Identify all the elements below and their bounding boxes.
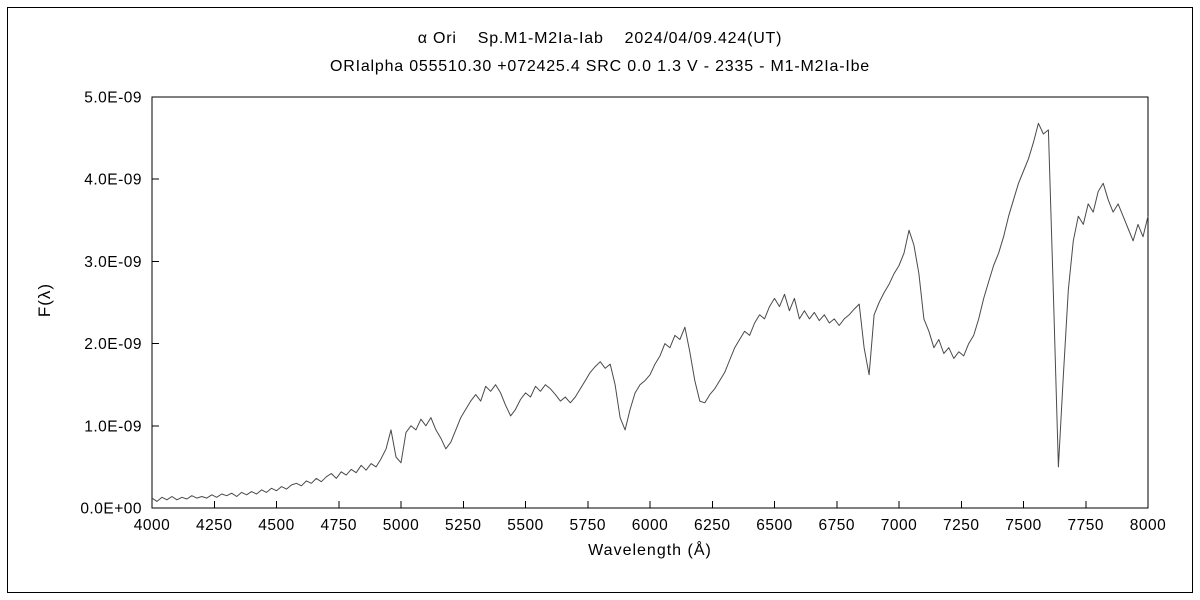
y-axis-title: F(λ)	[35, 282, 54, 318]
y-tick-label: 4.0E-09	[84, 172, 142, 189]
x-tick-label: 6500	[756, 517, 792, 534]
y-tick-label: 0.0E+00	[80, 501, 142, 518]
chart-title-line1: α Ori Sp.M1-M2Ia-Iab 2024/04/09.424(UT)	[417, 30, 783, 47]
chart-title-line2: ORIalpha 055510.30 +072425.4 SRC 0.0 1.3…	[329, 58, 871, 75]
y-tick-label: 3.0E-09	[84, 254, 142, 271]
x-tick-label: 6000	[632, 517, 668, 534]
x-tick-label: 4000	[134, 517, 170, 534]
x-tick-label: 4250	[196, 517, 232, 534]
x-tick-label: 8000	[1130, 517, 1166, 534]
x-tick-label: 4750	[321, 517, 357, 534]
spectrum-line	[151, 122, 1149, 502]
plot-box	[151, 96, 1149, 509]
x-axis-title: Wavelength (Å)	[588, 542, 712, 559]
x-tick-label: 5500	[507, 517, 543, 534]
chart-frame	[7, 7, 1193, 593]
y-tick-label: 2.0E-09	[84, 336, 142, 353]
x-tick-label: 7500	[1005, 517, 1041, 534]
x-tick-label: 6250	[694, 517, 730, 534]
x-tick-label: 7000	[881, 517, 917, 534]
x-tick-label: 4500	[258, 517, 294, 534]
x-tick-label: 5000	[383, 517, 419, 534]
x-tick-label: 6750	[819, 517, 855, 534]
x-tick-label: 7750	[1068, 517, 1104, 534]
y-tick-label: 1.0E-09	[84, 418, 142, 435]
x-tick-label: 5250	[445, 517, 481, 534]
x-tick-label: 7250	[943, 517, 979, 534]
y-tick-label: 5.0E-09	[84, 90, 142, 107]
x-tick-label: 5750	[570, 517, 606, 534]
